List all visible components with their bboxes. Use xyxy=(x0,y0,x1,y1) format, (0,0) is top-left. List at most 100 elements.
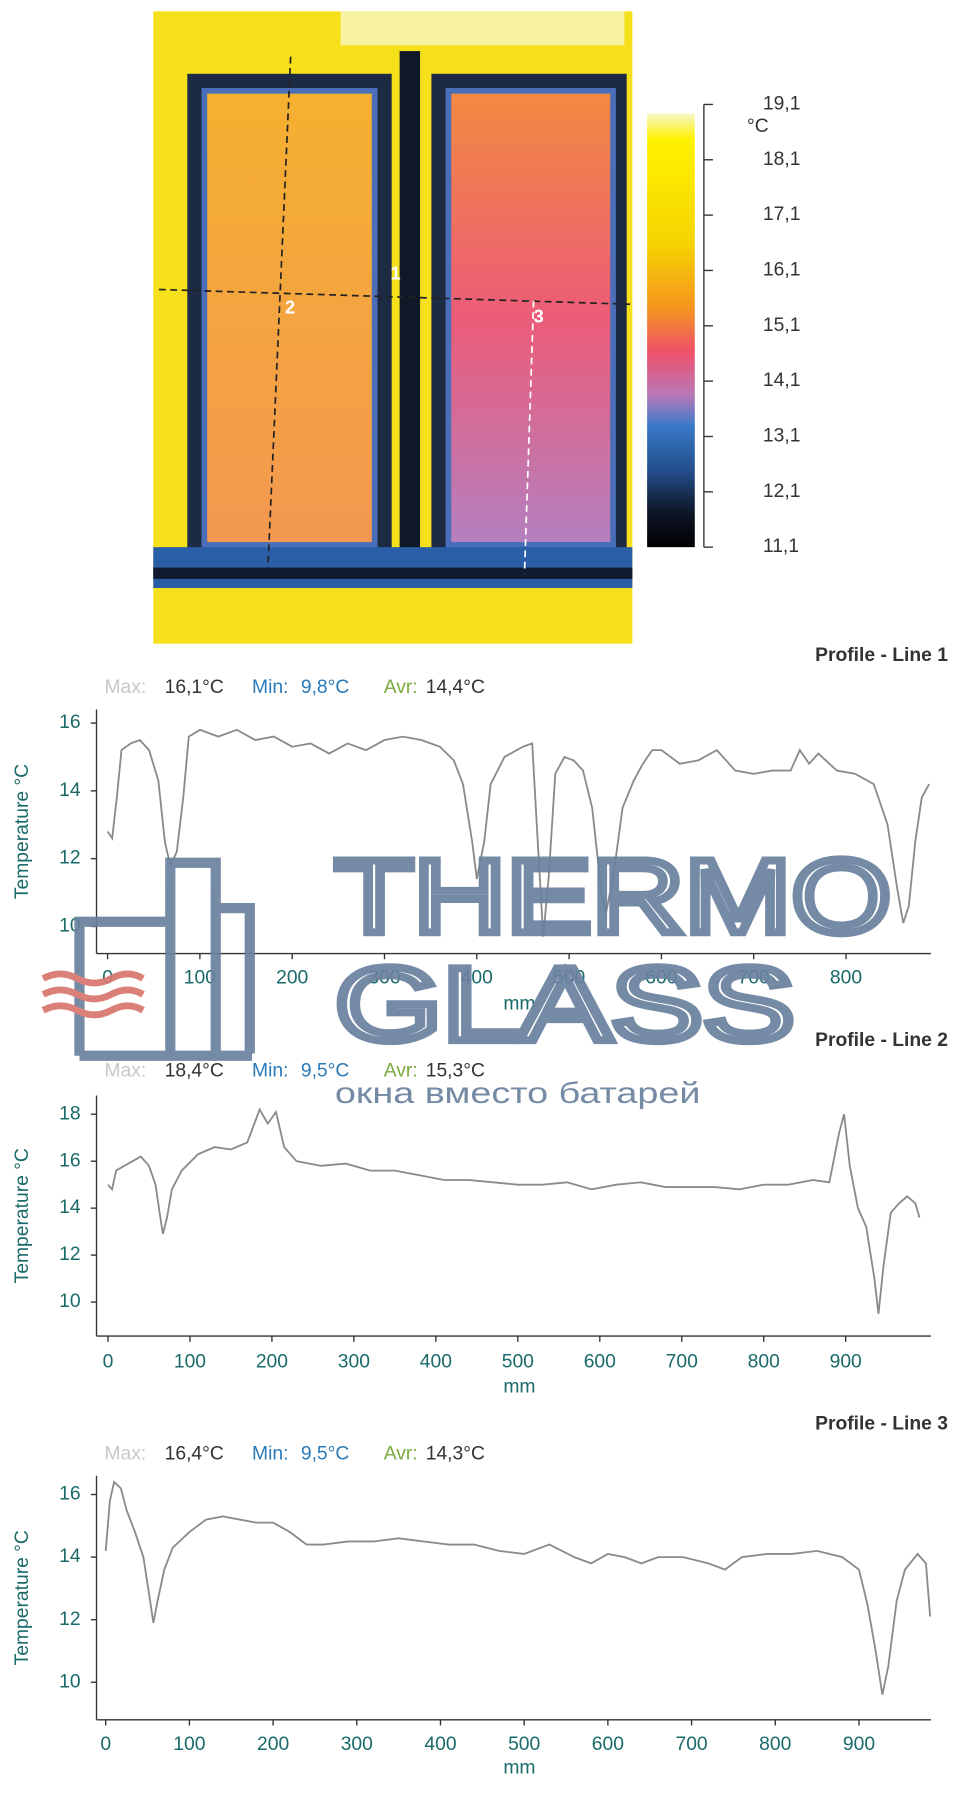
x-tick-label: 800 xyxy=(748,1351,780,1372)
y-tick-label: 16 xyxy=(59,1150,80,1171)
charts: Profile - Line 1 Max: 16,1°C Min: 9,8°C Avr: 1… xyxy=(12,645,948,1778)
y-tick-label: 14 xyxy=(59,780,81,801)
logo-building xyxy=(74,857,255,1061)
profile-line xyxy=(523,300,535,574)
x-tick-label: 300 xyxy=(341,1734,373,1755)
profile-line xyxy=(267,56,292,568)
chart-title: Profile - Line 2 xyxy=(815,1030,948,1051)
profile-line xyxy=(106,728,930,937)
sill-shadow xyxy=(153,567,633,579)
scale-ticks: 19,1 18,1 17,1 16,1 15,1 14,1 13,1 12,1 11,1 xyxy=(703,94,801,557)
y-tick-label: 18 xyxy=(59,1103,80,1124)
line-label: 1 xyxy=(391,264,401,284)
stat-label: Avr: xyxy=(384,677,418,698)
y-axis-label: Temperature °C xyxy=(12,1148,33,1283)
x-tick-label: 500 xyxy=(508,1734,540,1755)
profile-line xyxy=(107,1107,921,1314)
stat-label: Max: xyxy=(104,677,146,698)
x-tick-label: 400 xyxy=(424,1734,456,1755)
y-tick-label: 10 xyxy=(59,1671,80,1692)
x-axis-label: mm xyxy=(503,1758,535,1779)
x-tick-label: 100 xyxy=(174,1351,206,1372)
x-tick-label: 300 xyxy=(368,968,400,989)
scale-tick-label: 17,1 xyxy=(763,204,801,225)
window-pane xyxy=(445,87,616,548)
profile-line xyxy=(104,1480,932,1695)
x-tick-label: 700 xyxy=(666,1351,698,1372)
profile-chart: Profile - Line 1 Max: 16,1°C Min: 9,8°C Avr: 1… xyxy=(12,645,948,1015)
thermal-highlight xyxy=(340,11,625,46)
stat-value: 16,4°C xyxy=(165,1443,224,1464)
window-pane xyxy=(201,87,378,548)
profile-chart: Profile - Line 2 Max: 18,4°C Min: 9,5°C Avr: 1… xyxy=(12,1030,948,1397)
y-tick-label: 16 xyxy=(59,712,80,733)
stat-label: Min: xyxy=(252,677,288,698)
x-tick-label: 800 xyxy=(830,968,862,989)
x-axis-label: mm xyxy=(503,1376,535,1397)
x-tick-label: 0 xyxy=(103,1351,114,1372)
stat-label: Min: xyxy=(252,1443,288,1464)
x-tick-label: 200 xyxy=(276,968,308,989)
x-tick-label: 0 xyxy=(100,1734,111,1755)
x-tick-label: 200 xyxy=(256,1351,288,1372)
mullion xyxy=(399,51,421,585)
y-axis-label: Temperature °C xyxy=(12,1530,33,1665)
stat-label: Max: xyxy=(104,1061,146,1082)
x-tick-label: 400 xyxy=(420,1351,452,1372)
scale-tick-label: 15,1 xyxy=(763,315,801,336)
y-tick-label: 16 xyxy=(59,1484,80,1505)
color-scale xyxy=(647,113,695,548)
thermal-image: 1 2 3 °C 19,1 18,1 17,1 16,1 15,1 14,1 13,1 12,… xyxy=(153,11,801,644)
x-tick-label: 600 xyxy=(592,1734,624,1755)
x-tick-label: 900 xyxy=(830,1351,862,1372)
y-tick-label: 14 xyxy=(59,1546,81,1567)
line-label: 3 xyxy=(534,307,544,327)
y-tick-label: 14 xyxy=(59,1197,81,1218)
logo-waves xyxy=(41,970,145,1019)
scale-tick-label: 18,1 xyxy=(763,149,801,170)
scale-tick-label: 13,1 xyxy=(763,426,801,447)
x-tick-label: 200 xyxy=(257,1734,289,1755)
brand-line1: THERMO xyxy=(335,838,891,955)
x-tick-label: 100 xyxy=(184,968,216,989)
stat-value: 9,5°C xyxy=(301,1443,350,1464)
chart-title: Profile - Line 1 xyxy=(815,645,948,666)
scale-tick-label: 16,1 xyxy=(763,260,801,281)
stat-label: Min: xyxy=(252,1061,288,1082)
scale-unit: °C xyxy=(747,116,769,137)
y-tick-label: 12 xyxy=(59,1244,80,1265)
x-tick-label: 600 xyxy=(584,1351,616,1372)
y-tick-label: 12 xyxy=(59,1609,80,1630)
stat-value: 15,3°C xyxy=(426,1061,485,1082)
scale-tick-label: 11,1 xyxy=(763,536,799,557)
chart-title: Profile - Line 3 xyxy=(815,1414,948,1435)
x-tick-label: 700 xyxy=(738,968,770,989)
stat-value: 14,4°C xyxy=(426,677,485,698)
stat-value: 9,8°C xyxy=(301,677,350,698)
scale-tick-label: 19,1 xyxy=(763,94,801,115)
profile-chart: Profile - Line 3 Max: 16,4°C Min: 9,5°C Avr: 1… xyxy=(12,1414,948,1779)
x-tick-label: 300 xyxy=(338,1351,370,1372)
y-tick-label: 12 xyxy=(59,848,80,869)
stat-label: Avr: xyxy=(384,1443,418,1464)
stat-value: 14,3°C xyxy=(426,1443,485,1464)
x-tick-label: 800 xyxy=(759,1734,791,1755)
brand-line2: GLASS xyxy=(335,946,795,1063)
line-label: 2 xyxy=(285,298,295,318)
stat-value: 16,1°C xyxy=(165,677,224,698)
stat-value: 18,4°C xyxy=(165,1061,224,1082)
x-tick-label: 500 xyxy=(502,1351,534,1372)
x-tick-label: 600 xyxy=(645,968,677,989)
x-tick-label: 400 xyxy=(461,968,493,989)
scale-tick-label: 12,1 xyxy=(763,481,801,502)
stat-label: Max: xyxy=(104,1443,146,1464)
stat-value: 9,5°C xyxy=(301,1061,350,1082)
x-axis-label: mm xyxy=(503,994,535,1015)
y-tick-label: 10 xyxy=(59,1291,80,1312)
y-axis-label: Temperature °C xyxy=(12,764,33,899)
x-tick-label: 700 xyxy=(675,1734,707,1755)
watermark: THERMO GLASS окна вместо батарей xyxy=(41,834,895,1110)
x-tick-label: 500 xyxy=(553,968,585,989)
